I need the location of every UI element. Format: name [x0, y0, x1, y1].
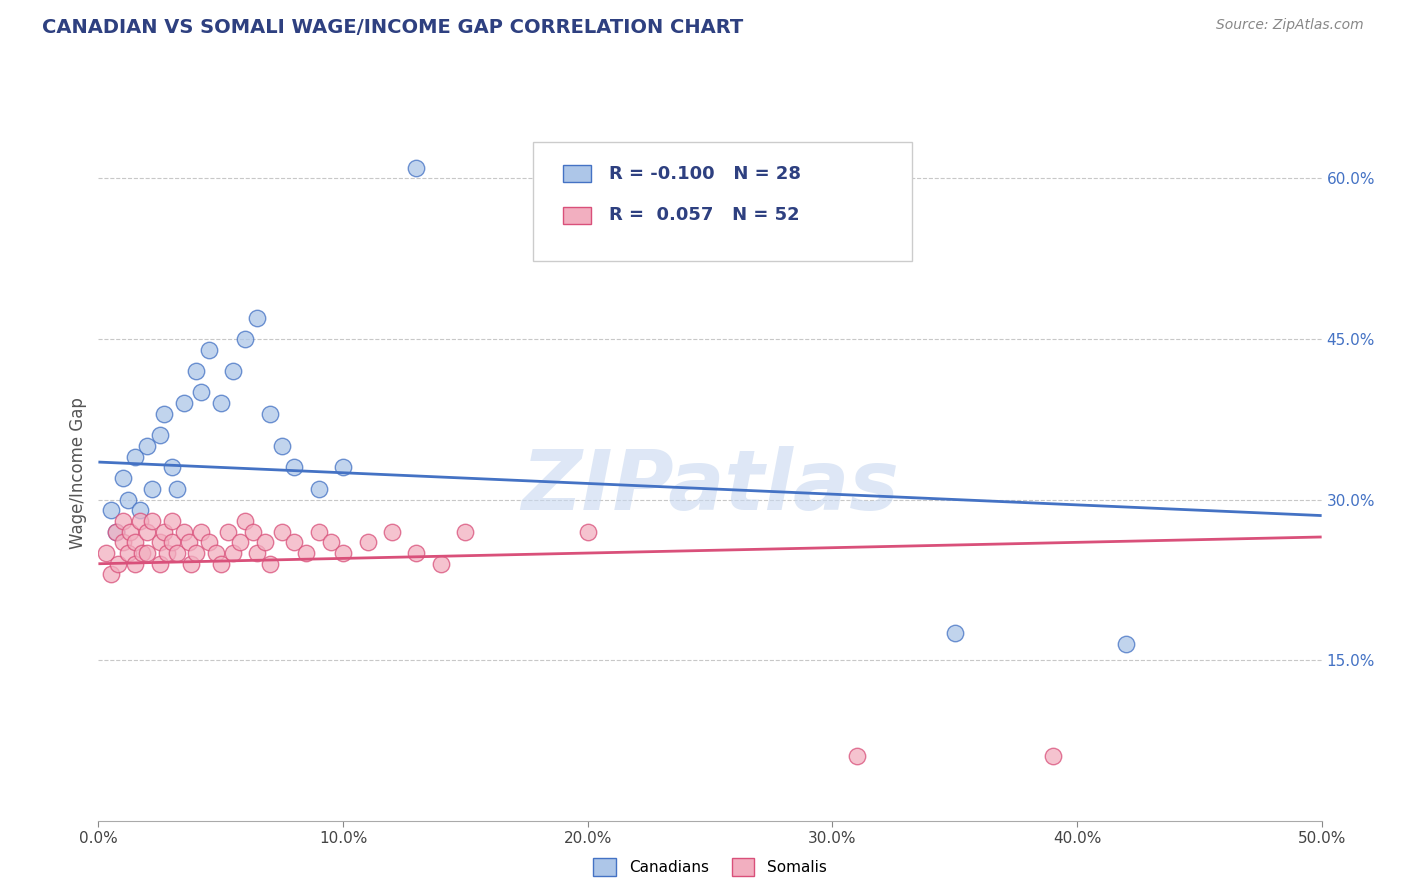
- Text: CANADIAN VS SOMALI WAGE/INCOME GAP CORRELATION CHART: CANADIAN VS SOMALI WAGE/INCOME GAP CORRE…: [42, 18, 744, 37]
- Point: [173, 396, 195, 410]
- Point: [129, 514, 152, 528]
- Point: [283, 460, 305, 475]
- Point: [217, 524, 239, 539]
- Point: [270, 524, 294, 539]
- Point: [259, 557, 281, 571]
- Point: [124, 557, 146, 571]
- Point: [186, 364, 208, 378]
- Point: [332, 460, 354, 475]
- Point: [149, 557, 172, 571]
- Point: [246, 310, 269, 325]
- Point: [1042, 749, 1064, 764]
- Point: [209, 396, 232, 410]
- Point: [246, 546, 269, 560]
- Point: [186, 546, 208, 560]
- Point: [1115, 637, 1137, 651]
- Point: [197, 343, 219, 357]
- Point: [283, 535, 305, 549]
- Point: [94, 546, 117, 560]
- Point: [117, 546, 139, 560]
- FancyBboxPatch shape: [564, 207, 591, 224]
- Point: [124, 450, 146, 464]
- Point: [308, 524, 330, 539]
- Point: [270, 439, 294, 453]
- Point: [136, 546, 159, 560]
- Point: [233, 332, 256, 346]
- Point: [222, 364, 245, 378]
- Point: [405, 161, 427, 175]
- Point: [295, 546, 318, 560]
- Point: [149, 428, 172, 442]
- Point: [229, 535, 252, 549]
- Point: [180, 557, 202, 571]
- Legend: Canadians, Somalis: Canadians, Somalis: [588, 852, 832, 882]
- Point: [104, 524, 127, 539]
- Point: [332, 546, 354, 560]
- Text: R =  0.057   N = 52: R = 0.057 N = 52: [609, 206, 800, 224]
- Point: [111, 535, 134, 549]
- Text: Source: ZipAtlas.com: Source: ZipAtlas.com: [1216, 18, 1364, 32]
- Point: [100, 503, 122, 517]
- Point: [117, 492, 139, 507]
- FancyBboxPatch shape: [533, 142, 912, 260]
- Point: [111, 514, 134, 528]
- Point: [576, 524, 599, 539]
- Point: [124, 535, 146, 549]
- Point: [209, 557, 232, 571]
- Point: [308, 482, 330, 496]
- Point: [845, 749, 868, 764]
- Point: [100, 567, 122, 582]
- Point: [141, 514, 163, 528]
- Point: [111, 471, 134, 485]
- Point: [136, 439, 159, 453]
- Point: [242, 524, 264, 539]
- Point: [454, 524, 477, 539]
- Text: ZIPatlas: ZIPatlas: [522, 446, 898, 527]
- Point: [153, 407, 176, 421]
- Point: [190, 524, 212, 539]
- Point: [259, 407, 281, 421]
- Point: [177, 535, 200, 549]
- Point: [190, 385, 212, 400]
- Text: R = -0.100   N = 28: R = -0.100 N = 28: [609, 165, 801, 183]
- Point: [381, 524, 404, 539]
- Point: [160, 514, 183, 528]
- Point: [197, 535, 219, 549]
- Point: [141, 482, 163, 496]
- Point: [107, 557, 129, 571]
- Point: [104, 524, 127, 539]
- Point: [156, 546, 179, 560]
- Point: [943, 626, 966, 640]
- Point: [149, 535, 172, 549]
- Point: [129, 503, 152, 517]
- Point: [356, 535, 378, 549]
- Point: [160, 535, 183, 549]
- FancyBboxPatch shape: [564, 165, 591, 182]
- Point: [233, 514, 256, 528]
- Point: [131, 546, 153, 560]
- Point: [160, 460, 183, 475]
- Point: [253, 535, 276, 549]
- Point: [430, 557, 453, 571]
- Point: [222, 546, 245, 560]
- Point: [173, 524, 195, 539]
- Point: [319, 535, 342, 549]
- Point: [120, 524, 142, 539]
- Point: [405, 546, 427, 560]
- Point: [153, 524, 176, 539]
- Point: [136, 524, 159, 539]
- Point: [205, 546, 228, 560]
- Point: [166, 482, 188, 496]
- Point: [166, 546, 188, 560]
- Y-axis label: Wage/Income Gap: Wage/Income Gap: [69, 397, 87, 549]
